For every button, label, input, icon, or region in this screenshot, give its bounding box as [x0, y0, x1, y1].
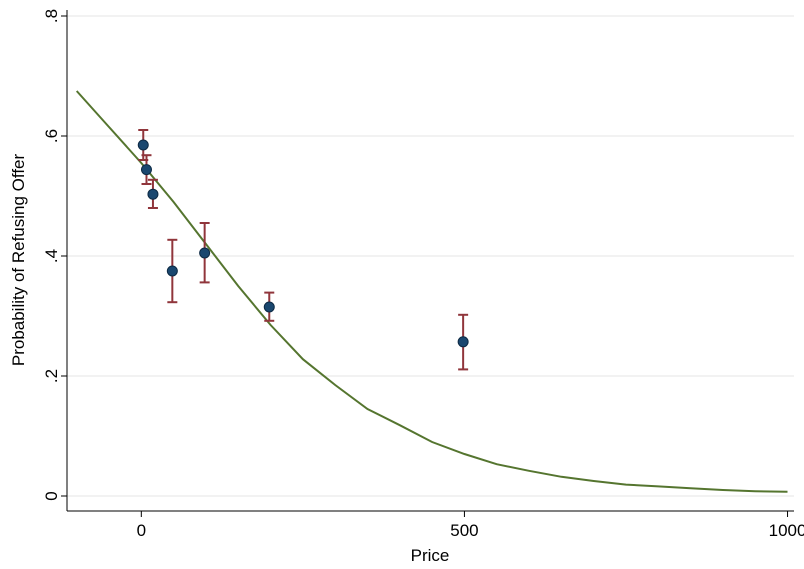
data-point: [140, 164, 152, 176]
data-point: [457, 336, 469, 348]
y-tick-label: .8: [42, 9, 61, 23]
y-tick-label: .6: [42, 129, 61, 143]
y-tick-label: .2: [42, 369, 61, 383]
grid-layer: [67, 15, 794, 497]
data-point: [137, 139, 149, 151]
line-layer: [75, 90, 788, 493]
axes-layer: [66, 10, 794, 512]
x-tick-label: 1000: [769, 521, 804, 540]
x-axis-title: Price: [411, 546, 450, 565]
data-point: [263, 301, 275, 313]
data-point: [147, 188, 159, 200]
data-point: [166, 265, 178, 277]
ticks-layer: 0 .2 .4 .6 .8 0 500 1000: [42, 9, 804, 540]
data-point: [199, 247, 211, 259]
y-tick-label: .4: [42, 249, 61, 263]
fitted-curve: [75, 90, 788, 493]
y-axis-title: Probability of Refusing Offer: [9, 154, 28, 367]
points-layer: [137, 129, 469, 371]
x-tick-label: 0: [137, 521, 146, 540]
y-tick-label: 0: [42, 491, 61, 500]
x-tick-label: 500: [450, 521, 478, 540]
